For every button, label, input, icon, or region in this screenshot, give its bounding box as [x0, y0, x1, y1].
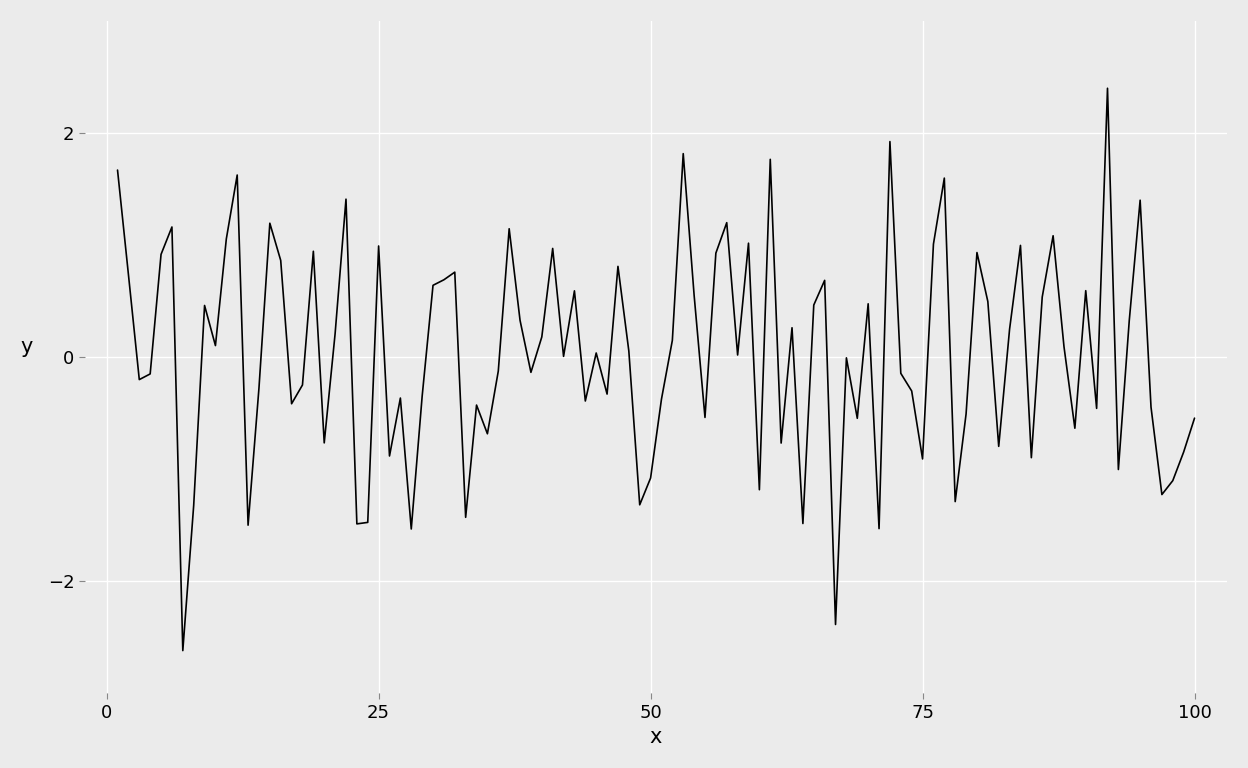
Y-axis label: y: y: [21, 337, 34, 357]
X-axis label: x: x: [650, 727, 663, 747]
